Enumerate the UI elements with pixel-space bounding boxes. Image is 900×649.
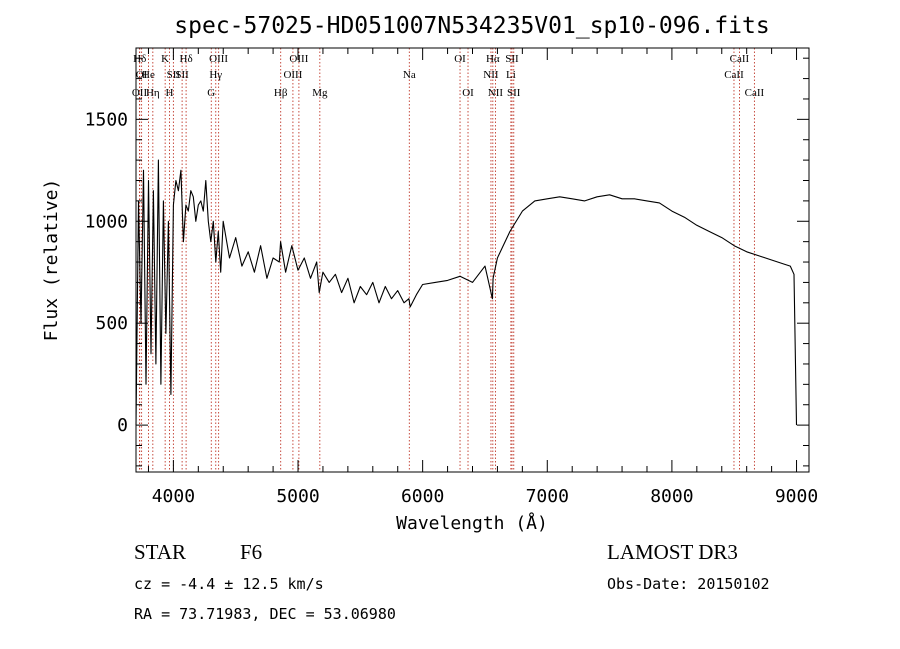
y-tick-label: 500 (95, 313, 128, 334)
y-tick-label: 1000 (85, 211, 128, 232)
x-tick-label: 8000 (650, 486, 693, 507)
marker-label: OI (454, 53, 466, 65)
obs-date: Obs-Date: 20150102 (607, 575, 770, 593)
x-tick-label: 4000 (152, 486, 195, 507)
x-tick-label: 9000 (775, 486, 818, 507)
coordinates-text: RA = 73.71983, DEC = 53.06980 (134, 605, 396, 623)
marker-label: OIII (283, 69, 302, 81)
object-class: STAR (134, 540, 186, 564)
marker-label: SII (167, 69, 181, 81)
marker-label: SII (175, 69, 189, 81)
marker-label: SII (507, 87, 521, 99)
spectrum-line (135, 159, 798, 426)
y-axis-label: Flux (relative) (41, 179, 62, 342)
marker-label: CaII (724, 69, 744, 81)
marker-label: H (166, 87, 174, 99)
y-axis-tick-labels: 0 500 1000 1500 (85, 109, 128, 436)
x-tick-label: 6000 (401, 486, 444, 507)
redshift-text: cz = -4.4 ± 12.5 km/s (134, 575, 324, 593)
marker-label: OI (136, 69, 148, 81)
chart-title: spec-57025-HD051007N534235V01_sp10-096.f… (174, 13, 769, 39)
marker-label: CaII (730, 53, 750, 65)
marker-label: NII (483, 69, 499, 81)
x-axis-label: Wavelength (Å) (396, 512, 548, 534)
marker-label: G (207, 87, 215, 99)
marker-label: Hδ (180, 53, 193, 65)
object-subclass: F6 (240, 540, 262, 564)
marker-label: SII (505, 53, 519, 65)
marker-label: Hα (486, 53, 500, 65)
marker-label: He (142, 69, 155, 81)
x-axis-tick-labels: 4000 5000 6000 7000 8000 9000 (152, 486, 819, 507)
marker-label: Mg (312, 87, 328, 99)
marker-label: CaII (745, 87, 765, 99)
x-tick-label: 5000 (276, 486, 319, 507)
marker-label: Hβ (274, 87, 288, 99)
marker-label: K (161, 53, 169, 65)
y-axis-ticks (136, 57, 809, 467)
marker-label: OIII (209, 53, 228, 65)
marker-label: Na (403, 69, 416, 81)
x-axis-ticks (147, 48, 798, 472)
marker-label: NII (488, 87, 504, 99)
marker-label: OIII (289, 53, 308, 65)
y-tick-label: 0 (117, 415, 128, 436)
marker-label: Hδ (133, 53, 146, 65)
survey-label: LAMOST DR3 (607, 540, 738, 564)
marker-label: Hη (146, 87, 160, 99)
marker-label: Li (506, 69, 516, 81)
emission-line-markers (139, 48, 755, 472)
x-tick-label: 7000 (526, 486, 569, 507)
marker-label: OI (462, 87, 474, 99)
plot-frame (135, 47, 810, 473)
marker-label: Hγ (209, 69, 222, 81)
y-tick-label: 1500 (85, 109, 128, 130)
